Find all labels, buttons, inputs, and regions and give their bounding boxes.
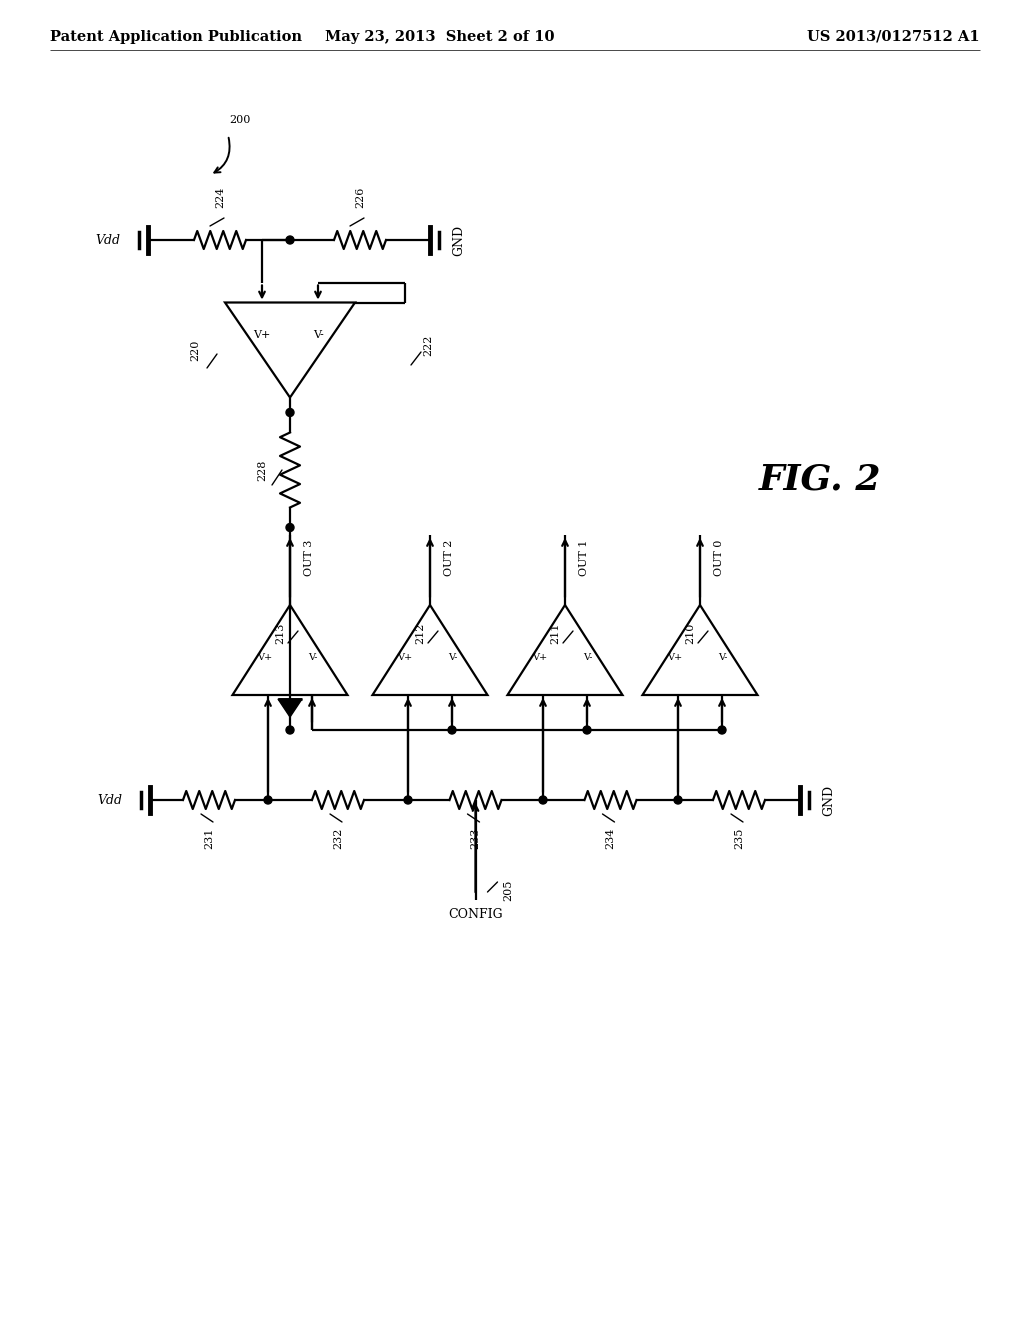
Text: 235: 235 [734,828,744,849]
Text: 212: 212 [415,622,425,644]
Text: GND: GND [452,224,465,256]
Text: OUT 2: OUT 2 [444,540,454,577]
Text: OUT 3: OUT 3 [304,540,314,577]
Circle shape [404,796,412,804]
Circle shape [539,796,547,804]
Text: 226: 226 [355,186,365,209]
Text: GND: GND [822,784,835,816]
Text: V+: V+ [397,653,413,663]
Text: V-: V- [584,653,593,663]
Text: 228: 228 [257,459,267,480]
Circle shape [264,796,272,804]
Circle shape [286,524,294,532]
Text: 213: 213 [275,622,285,644]
Circle shape [286,726,294,734]
Text: Patent Application Publication: Patent Application Publication [50,30,302,44]
Text: 222: 222 [423,334,433,355]
Text: V-: V- [449,653,458,663]
Text: V-: V- [718,653,728,663]
Text: 210: 210 [685,622,695,644]
Text: V+: V+ [668,653,683,663]
Text: 231: 231 [204,828,214,849]
Text: Vdd: Vdd [97,793,122,807]
Text: 205: 205 [504,879,513,900]
Text: CONFIG: CONFIG [449,908,503,921]
Circle shape [583,726,591,734]
Text: 200: 200 [229,115,251,125]
Text: 233: 233 [470,828,480,849]
Circle shape [718,726,726,734]
Text: 232: 232 [333,828,343,849]
Circle shape [449,726,456,734]
Text: V-: V- [312,330,324,341]
Text: 220: 220 [190,339,200,360]
Text: V+: V+ [532,653,548,663]
Text: V-: V- [308,653,317,663]
Text: OUT 1: OUT 1 [579,540,589,577]
Circle shape [286,408,294,417]
Polygon shape [278,700,302,717]
Text: 211: 211 [550,622,560,644]
Text: May 23, 2013  Sheet 2 of 10: May 23, 2013 Sheet 2 of 10 [326,30,555,44]
Text: V+: V+ [257,653,272,663]
Circle shape [674,796,682,804]
Text: US 2013/0127512 A1: US 2013/0127512 A1 [807,30,980,44]
Text: Vdd: Vdd [95,234,120,247]
Text: FIG. 2: FIG. 2 [759,463,882,498]
Circle shape [286,236,294,244]
Text: V+: V+ [253,330,270,341]
Text: 234: 234 [605,828,615,849]
Text: OUT 0: OUT 0 [714,540,724,577]
Text: 224: 224 [215,186,225,209]
